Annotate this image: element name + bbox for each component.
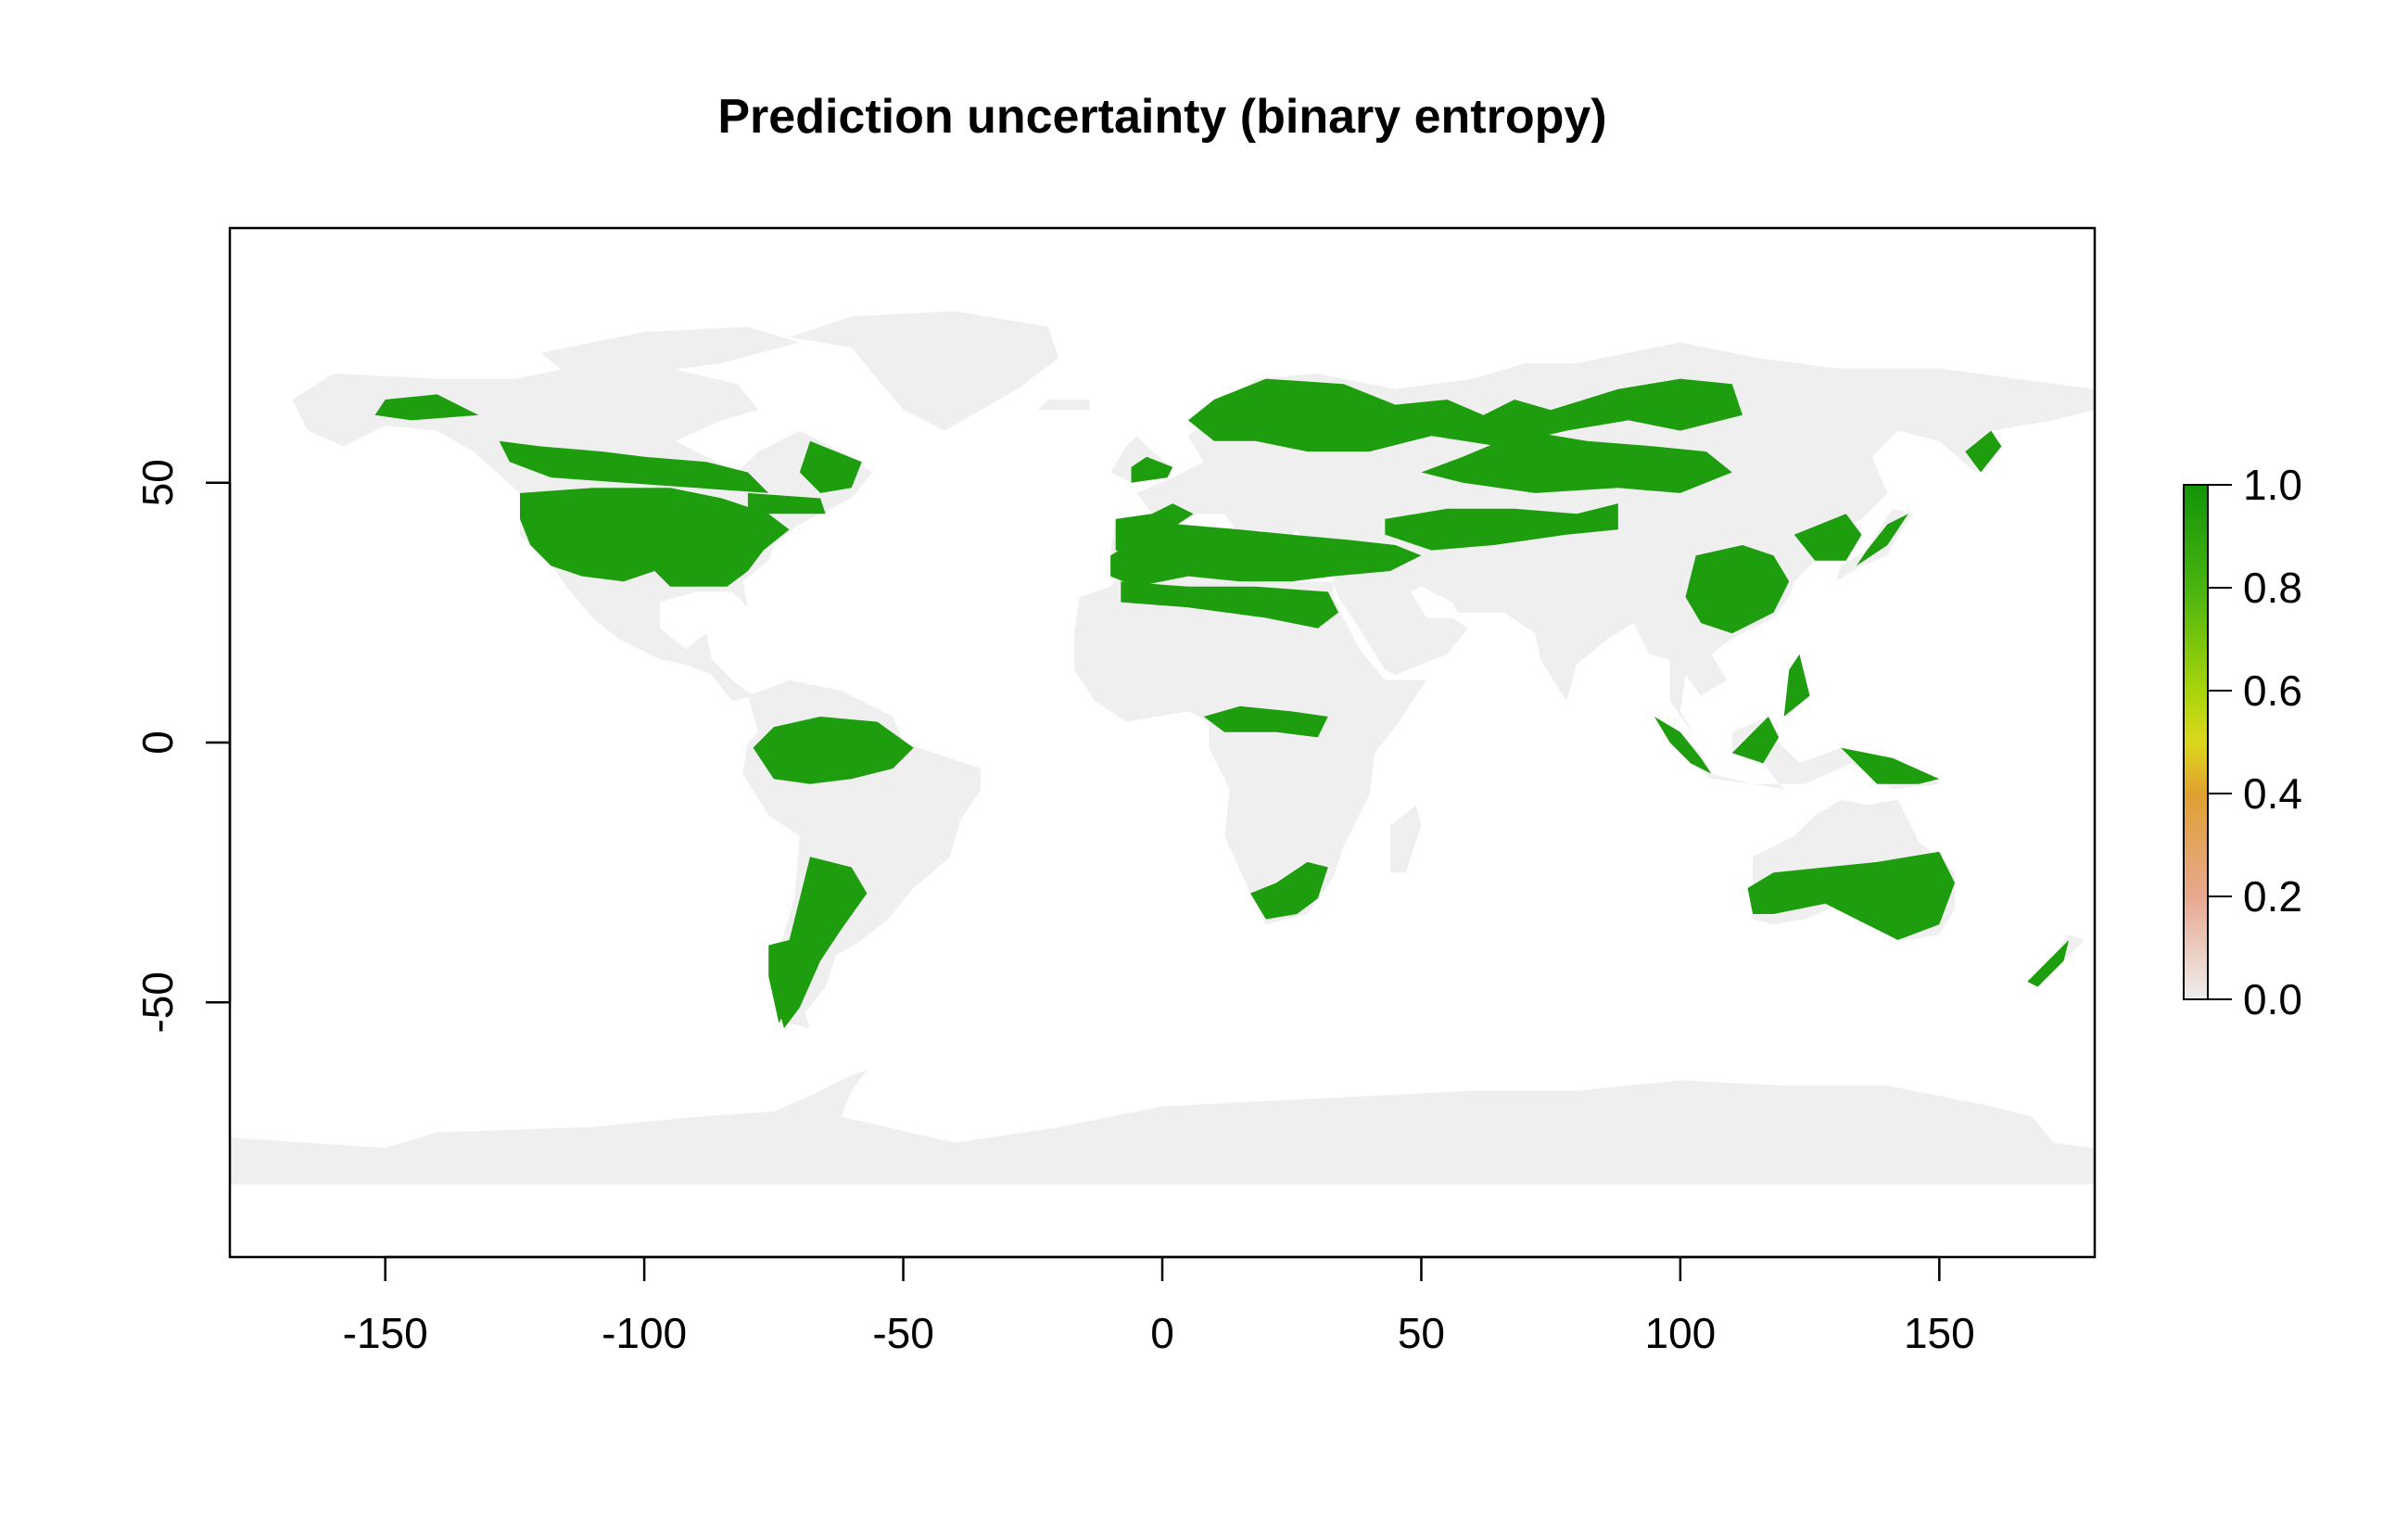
high-uncertainty-amazon [753, 717, 914, 784]
high-uncertainty-new-zealand-south [2027, 940, 2070, 987]
y-tick-label: 0 [133, 730, 182, 755]
color-legend: 1.0 0.8 0.6 0.4 0.2 0.0 [2183, 461, 2302, 1023]
land-madagascar [1389, 805, 1422, 873]
legend-tick-label: 0.6 [2243, 667, 2302, 715]
high-uncertainty-kamchatka [1965, 430, 2002, 473]
legend-tick-label: 0.2 [2243, 872, 2302, 921]
map-layer [230, 311, 2095, 1185]
x-tick-label: 100 [1645, 1309, 1717, 1357]
high-uncertainty-australia-south [1747, 851, 1956, 940]
y-tick-label: -50 [133, 972, 182, 1033]
land-antarctica [230, 1070, 2095, 1185]
land-areas [230, 311, 2095, 1185]
legend-colorbar [2184, 485, 2208, 999]
high-uncertainty-sahara [1121, 581, 1338, 629]
high-uncertainty-central-asia [1385, 503, 1618, 551]
land-arctic-islands [540, 326, 800, 374]
x-axis: -150 -100 -50 0 50 100 150 [343, 1255, 1975, 1357]
x-tick-label: -100 [602, 1309, 687, 1357]
legend-ticks: 1.0 0.8 0.6 0.4 0.2 0.0 [2208, 461, 2302, 1023]
high-uncertainty-canada-east [747, 492, 826, 514]
high-uncertainty-siberia [1421, 430, 1732, 493]
high-uncertainty-mediterranean [1110, 524, 1422, 587]
high-uncertainty-alaska [374, 394, 479, 421]
high-uncertainty-europe-west [1115, 503, 1194, 556]
high-uncertainty-labrador [799, 440, 862, 493]
high-uncertainty-chile [768, 940, 795, 1023]
high-uncertainty-sumatra [1654, 717, 1712, 774]
y-axis: -50 0 50 [133, 459, 232, 1034]
high-uncertainty-central-africa [1203, 705, 1328, 738]
high-uncertainty-canada-boreal [499, 440, 769, 493]
x-tick-label: 50 [1398, 1309, 1445, 1357]
x-tick-label: 150 [1904, 1309, 1975, 1357]
high-uncertainty-patagonia [773, 857, 868, 1029]
x-tick-label: 0 [1150, 1309, 1174, 1357]
high-uncertainty-japan-islands [1856, 514, 1908, 566]
land-iceland [1037, 400, 1090, 411]
high-uncertainty-south-africa [1250, 861, 1328, 920]
high-uncertainty-scandinavia-russia [1187, 378, 1743, 452]
high-uncertainty-korea-japan [1793, 514, 1862, 561]
legend-frame [2183, 484, 2209, 1000]
high-uncertainty-china [1685, 545, 1790, 634]
x-tick-label: -150 [343, 1309, 428, 1357]
map-title: Prediction uncertainty (binary entropy) [717, 90, 1606, 144]
high-uncertainty-new-guinea [1841, 747, 1940, 784]
legend-tick-label: 0.0 [2243, 975, 2302, 1023]
land-greenland [789, 311, 1059, 431]
land-africa [1074, 550, 1426, 925]
x-tick-label: -50 [872, 1309, 933, 1357]
high-uncertainty-usa [520, 488, 790, 587]
high-uncertainty-philippines [1783, 654, 1810, 717]
high-uncertainty-borneo [1731, 717, 1780, 764]
y-tick-label: 50 [133, 459, 182, 506]
legend-tick-label: 0.4 [2243, 769, 2302, 818]
legend-tick-label: 0.8 [2243, 564, 2302, 612]
high-uncertainty-areas [374, 378, 2070, 1029]
high-uncertainty-uk [1131, 456, 1173, 483]
legend-tick-label: 1.0 [2243, 461, 2302, 509]
